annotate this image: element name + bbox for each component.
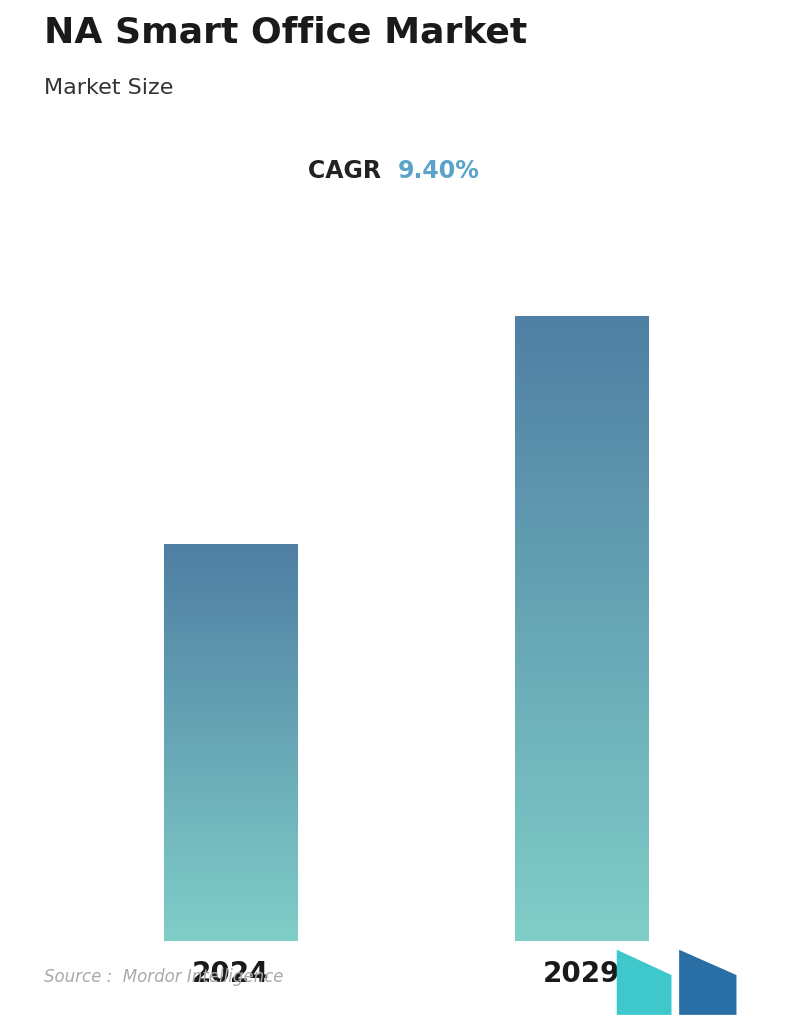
Polygon shape (617, 949, 672, 1015)
Text: 9.40%: 9.40% (398, 158, 480, 183)
Text: CAGR: CAGR (309, 158, 398, 183)
Text: NA Smart Office Market: NA Smart Office Market (44, 16, 527, 50)
Text: Source :  Mordor Intelligence: Source : Mordor Intelligence (44, 968, 283, 986)
Polygon shape (679, 949, 736, 1015)
Text: Market Size: Market Size (44, 78, 174, 97)
